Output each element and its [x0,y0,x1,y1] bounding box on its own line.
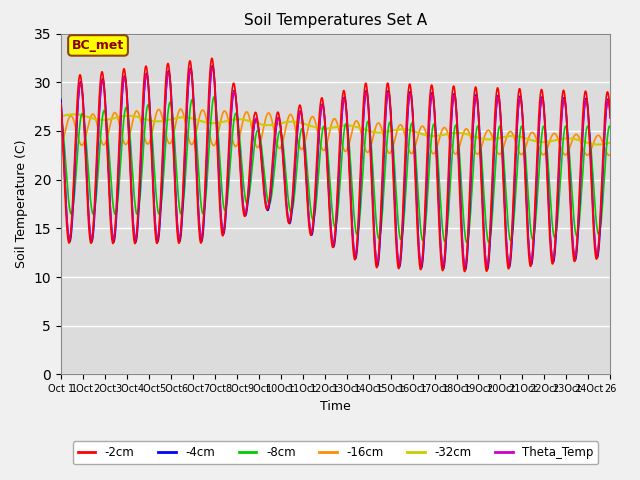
-32cm [152,119,160,124]
Theta_Temp [120,77,127,83]
-2cm [268,168,276,174]
Line: -8cm: -8cm [61,97,611,242]
-16cm [605,153,613,158]
-32cm [537,139,545,145]
-16cm [57,142,65,148]
Theta_Temp [57,101,65,107]
-16cm [292,127,300,132]
-2cm [57,101,65,107]
-2cm [596,219,604,225]
-4cm [607,111,614,117]
-8cm [57,114,65,120]
-8cm [120,119,127,125]
-4cm [461,267,469,273]
-2cm [292,142,300,148]
-16cm [152,111,160,117]
-8cm [152,192,160,198]
-4cm [209,63,216,69]
-32cm [594,142,602,147]
Theta_Temp [461,263,469,269]
-8cm [268,191,276,197]
Theta_Temp [268,175,276,180]
Text: BC_met: BC_met [72,39,124,52]
-32cm [57,113,65,119]
Line: -16cm: -16cm [61,109,611,156]
Theta_Temp [152,230,160,236]
-2cm [120,67,127,72]
-16cm [607,152,614,158]
-2cm [537,89,545,95]
-16cm [537,148,545,154]
-4cm [57,96,65,102]
-2cm [461,269,468,275]
Title: Soil Temperatures Set A: Soil Temperatures Set A [244,13,427,28]
-32cm [268,122,276,128]
Theta_Temp [607,115,614,121]
-32cm [607,140,614,145]
Theta_Temp [209,65,216,71]
Theta_Temp [292,153,300,158]
-32cm [70,111,77,117]
-16cm [177,106,184,112]
Line: -32cm: -32cm [61,114,611,144]
Line: -4cm: -4cm [61,66,611,270]
Line: -2cm: -2cm [61,58,611,272]
-4cm [537,101,545,107]
-8cm [210,94,218,100]
-4cm [120,77,127,83]
Line: Theta_Temp: Theta_Temp [61,68,611,266]
Legend: -2cm, -4cm, -8cm, -16cm, -32cm, Theta_Temp: -2cm, -4cm, -8cm, -16cm, -32cm, Theta_Te… [73,442,598,464]
-32cm [292,119,300,125]
-4cm [292,156,300,162]
-8cm [292,180,300,185]
-8cm [607,124,614,130]
-2cm [208,55,216,61]
-16cm [596,133,604,139]
Theta_Temp [537,101,545,107]
-2cm [152,239,160,244]
-16cm [120,139,127,144]
-32cm [596,142,604,147]
-8cm [537,143,545,149]
-4cm [596,231,604,237]
X-axis label: Time: Time [320,400,351,413]
-16cm [268,117,276,123]
-4cm [152,232,160,238]
-2cm [607,115,614,121]
Y-axis label: Soil Temperature (C): Soil Temperature (C) [15,140,28,268]
-8cm [596,228,604,234]
-4cm [268,179,276,185]
Theta_Temp [596,225,604,231]
-8cm [463,240,471,245]
-32cm [120,113,127,119]
